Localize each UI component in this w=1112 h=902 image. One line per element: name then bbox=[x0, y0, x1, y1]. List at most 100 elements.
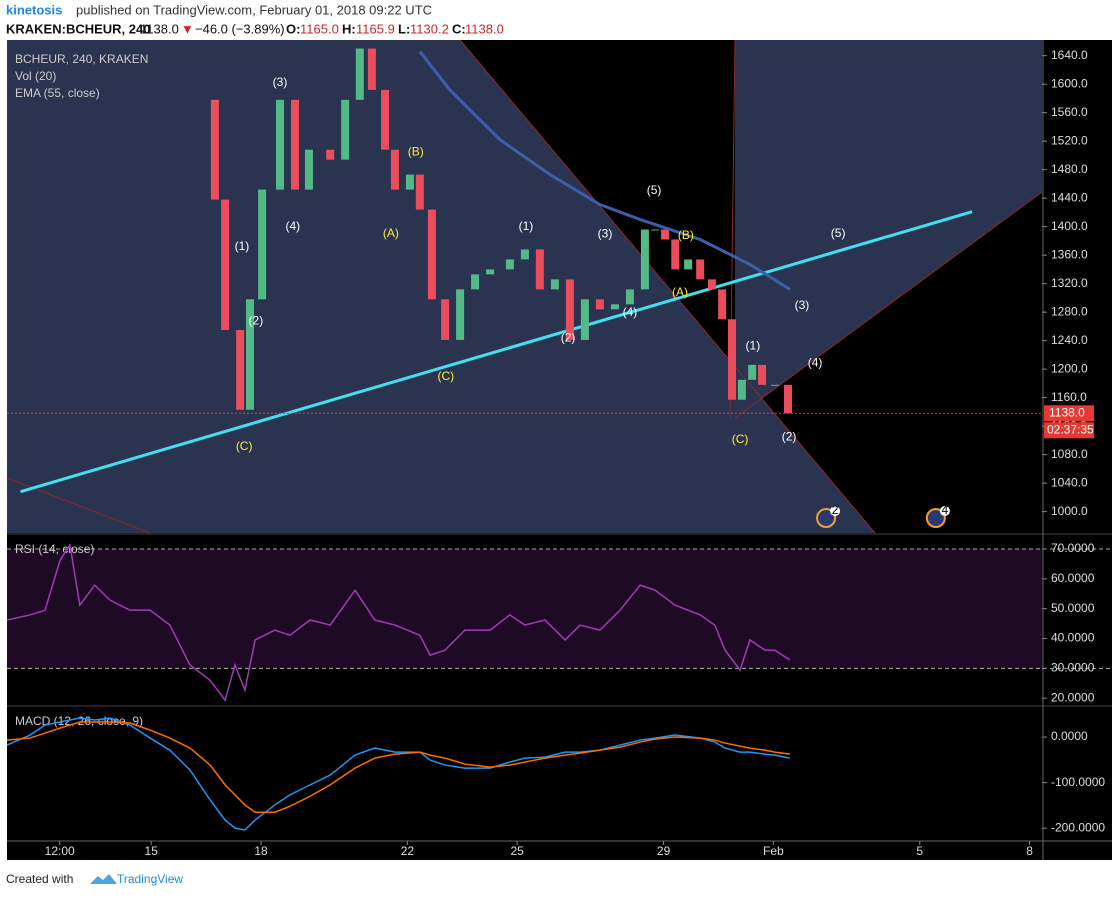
last-price-label: 1138.0 bbox=[1049, 405, 1085, 419]
vol-label: Vol (20) bbox=[15, 69, 56, 83]
y-tick-label: -200.0000 bbox=[1051, 820, 1105, 834]
y-tick-label: 1280.0 bbox=[1051, 304, 1088, 318]
indicator-line bbox=[6, 721, 790, 813]
legend-ema: EMA (55, close) bbox=[15, 86, 100, 100]
y-tick-label: 1640.0 bbox=[1051, 48, 1088, 62]
wave-label: (A) bbox=[672, 285, 688, 299]
candle bbox=[210, 99, 219, 200]
y-tick-label: 50.0000 bbox=[1051, 601, 1095, 615]
rsi-band bbox=[7, 549, 1042, 669]
y-tick-label: 1480.0 bbox=[1051, 162, 1088, 176]
o-label: O: bbox=[286, 21, 300, 36]
y-tick-label: 1240.0 bbox=[1051, 333, 1088, 347]
candle bbox=[381, 89, 390, 150]
y-tick-label: 60.0000 bbox=[1051, 571, 1095, 585]
x-tick-label: 29 bbox=[657, 844, 671, 858]
wave-label: (C) bbox=[732, 432, 749, 446]
event-badge bbox=[830, 506, 841, 516]
candle bbox=[520, 249, 529, 260]
candle bbox=[784, 384, 793, 414]
countdown-box bbox=[1044, 422, 1094, 439]
candle bbox=[221, 199, 230, 330]
y-tick-label: 1080.0 bbox=[1051, 447, 1088, 461]
candle bbox=[718, 289, 727, 320]
x-tick-label: 22 bbox=[401, 844, 415, 858]
pattern-edge bbox=[459, 39, 876, 534]
pane-title: RSI (14, close) bbox=[15, 542, 94, 556]
candle bbox=[367, 48, 376, 90]
candle bbox=[737, 379, 746, 400]
y-tick-label: 1560.0 bbox=[1051, 105, 1088, 119]
y-tick-label: -100.0000 bbox=[1051, 775, 1105, 789]
wave-label: (4) bbox=[808, 356, 823, 370]
candle bbox=[276, 99, 285, 190]
y-tick-label: 70.0000 bbox=[1051, 541, 1095, 555]
y-tick-label: 40.0000 bbox=[1051, 631, 1095, 645]
candle bbox=[565, 279, 574, 340]
last-price-box bbox=[1044, 405, 1094, 422]
event-icon bbox=[816, 508, 837, 528]
y-tick-label: 1360.0 bbox=[1051, 247, 1088, 261]
wave-label: (1) bbox=[235, 239, 250, 253]
candle bbox=[405, 174, 414, 190]
candle bbox=[684, 259, 693, 270]
published: published on TradingView.com, February 0… bbox=[76, 2, 432, 17]
wave-label: (4) bbox=[623, 305, 638, 319]
candle bbox=[415, 174, 424, 210]
c-label: C: bbox=[452, 21, 466, 36]
candle bbox=[505, 259, 514, 270]
candle bbox=[236, 329, 245, 410]
y-tick-label: 30.0000 bbox=[1051, 660, 1095, 674]
candle bbox=[640, 229, 649, 290]
candle bbox=[471, 274, 480, 290]
symbol: KRAKEN:BCHEUR, 240 bbox=[6, 21, 150, 36]
tv-logo bbox=[90, 874, 117, 884]
x-tick-label: 25 bbox=[511, 844, 525, 858]
x-tick-label: 18 bbox=[254, 844, 268, 858]
wave-label: (B) bbox=[678, 228, 694, 242]
candle bbox=[610, 304, 619, 310]
pattern-zone bbox=[735, 40, 1042, 418]
candle bbox=[595, 299, 604, 310]
y-tick-label: 1600.0 bbox=[1051, 76, 1088, 90]
candle bbox=[651, 229, 660, 231]
x-tick-label: 15 bbox=[145, 844, 159, 858]
y-tick-label: 1520.0 bbox=[1051, 133, 1088, 147]
low: 1130.2 bbox=[410, 21, 449, 36]
pane-title: BCHEUR, 240, KRAKEN bbox=[15, 52, 148, 66]
candle bbox=[258, 189, 267, 300]
candle bbox=[758, 364, 767, 385]
arrow: ▼ bbox=[181, 21, 194, 36]
change: −46.0 (−3.89%) bbox=[195, 21, 285, 36]
brand[interactable]: TradingView bbox=[117, 872, 183, 886]
x-tick-label: 5 bbox=[916, 844, 923, 858]
ema-line bbox=[418, 50, 791, 291]
y-tick-label: 1440.0 bbox=[1051, 190, 1088, 204]
candle bbox=[535, 249, 544, 290]
y-tick-label: 1160.0 bbox=[1051, 390, 1087, 404]
indicator-line bbox=[6, 543, 791, 702]
event-icon bbox=[925, 508, 946, 528]
wave-label: (4) bbox=[285, 219, 300, 233]
y-tick-label: 1000.0 bbox=[1051, 504, 1088, 518]
wave-label: (2) bbox=[249, 314, 264, 328]
y-tick-label: 0.0000 bbox=[1051, 729, 1088, 743]
x-tick-label: 12:00 bbox=[45, 844, 75, 858]
high: 1165.9 bbox=[356, 21, 395, 36]
candle bbox=[427, 209, 436, 300]
l-label: L: bbox=[398, 21, 410, 36]
candle bbox=[341, 99, 350, 160]
event-count: 2 bbox=[832, 503, 839, 517]
wave-label: (C) bbox=[437, 369, 454, 383]
candle bbox=[390, 149, 399, 190]
wave-label: (2) bbox=[782, 430, 797, 444]
candle bbox=[696, 259, 705, 280]
event-count: 4 bbox=[942, 503, 949, 517]
candle bbox=[661, 229, 670, 240]
candle bbox=[246, 299, 255, 410]
h-label: H: bbox=[342, 21, 356, 36]
author[interactable]: kinetosis bbox=[6, 2, 62, 17]
candle bbox=[748, 364, 757, 380]
wave-label: (2) bbox=[561, 331, 576, 345]
